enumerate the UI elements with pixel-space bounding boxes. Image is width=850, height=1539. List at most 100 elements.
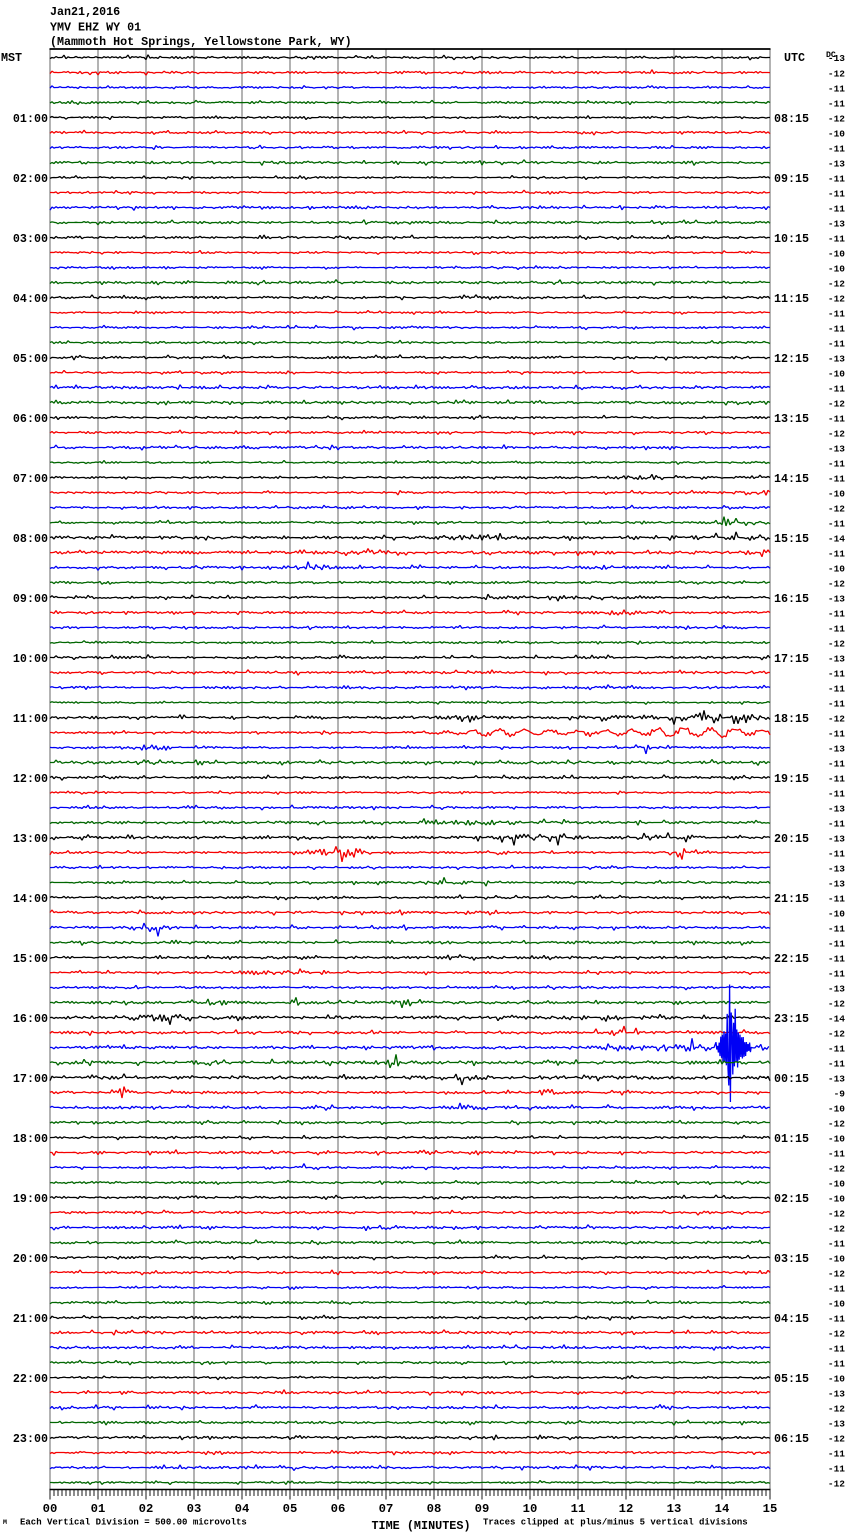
svg-text:01: 01 — [91, 1502, 106, 1516]
svg-text:-11: -11 — [828, 684, 845, 695]
svg-text:-12: -12 — [828, 1209, 845, 1220]
svg-text:-13: -13 — [828, 1389, 845, 1400]
svg-text:-11: -11 — [828, 459, 845, 470]
svg-text:-10: -10 — [828, 129, 845, 140]
svg-text:23:15: 23:15 — [774, 1012, 809, 1026]
svg-text:-10: -10 — [828, 564, 845, 575]
svg-text:03:15: 03:15 — [774, 1252, 809, 1266]
svg-text:M: M — [3, 1519, 7, 1526]
svg-text:-11: -11 — [828, 189, 845, 200]
svg-text:-12: -12 — [828, 69, 845, 80]
svg-text:-11: -11 — [828, 1044, 845, 1055]
svg-text:16:00: 16:00 — [13, 1012, 48, 1026]
svg-text:-11: -11 — [828, 1449, 845, 1460]
svg-text:04: 04 — [235, 1502, 250, 1516]
svg-text:-11: -11 — [828, 774, 845, 785]
svg-text:07: 07 — [379, 1502, 394, 1516]
svg-text:-9: -9 — [834, 1089, 846, 1100]
svg-text:-11: -11 — [828, 669, 845, 680]
svg-text:01:15: 01:15 — [774, 1132, 809, 1146]
svg-text:-12: -12 — [828, 1404, 845, 1415]
svg-text:-11: -11 — [828, 324, 845, 335]
svg-text:05: 05 — [283, 1502, 298, 1516]
svg-text:-12: -12 — [828, 1479, 845, 1490]
svg-text:13:15: 13:15 — [774, 412, 809, 426]
svg-text:-12: -12 — [828, 1164, 845, 1175]
svg-text:-10: -10 — [828, 1104, 845, 1115]
svg-text:17:00: 17:00 — [13, 1072, 48, 1086]
svg-text:-11: -11 — [828, 924, 845, 935]
svg-text:-14: -14 — [828, 1014, 845, 1025]
svg-text:14:15: 14:15 — [774, 472, 809, 486]
svg-text:-13: -13 — [828, 1419, 845, 1430]
svg-text:14: 14 — [715, 1502, 730, 1516]
svg-text:-12: -12 — [828, 504, 845, 515]
svg-text:08:00: 08:00 — [13, 532, 48, 546]
svg-text:06:15: 06:15 — [774, 1432, 809, 1446]
svg-text:09:15: 09:15 — [774, 172, 809, 186]
svg-text:-10: -10 — [828, 1194, 845, 1205]
svg-text:21:15: 21:15 — [774, 892, 809, 906]
svg-text:-11: -11 — [828, 849, 845, 860]
svg-text:-13: -13 — [828, 594, 845, 605]
svg-text:18:00: 18:00 — [13, 1132, 48, 1146]
svg-text:16:15: 16:15 — [774, 592, 809, 606]
svg-text:-13: -13 — [828, 834, 845, 845]
svg-text:20:00: 20:00 — [13, 1252, 48, 1266]
svg-text:02:00: 02:00 — [13, 172, 48, 186]
svg-text:02: 02 — [139, 1502, 154, 1516]
svg-text:-10: -10 — [828, 264, 845, 275]
svg-text:-12: -12 — [828, 1434, 845, 1445]
svg-text:-11: -11 — [828, 309, 845, 320]
svg-text:-10: -10 — [828, 249, 845, 260]
svg-text:09: 09 — [475, 1502, 490, 1516]
svg-text:-11: -11 — [828, 1344, 845, 1355]
svg-text:-11: -11 — [828, 204, 845, 215]
svg-text:11:15: 11:15 — [774, 292, 809, 306]
svg-text:-13: -13 — [828, 654, 845, 665]
svg-text:-12: -12 — [828, 294, 845, 305]
svg-text:-12: -12 — [828, 1224, 845, 1235]
svg-text:-11: -11 — [828, 174, 845, 185]
svg-text:-11: -11 — [828, 414, 845, 425]
svg-text:-11: -11 — [828, 969, 845, 980]
svg-text:03:00: 03:00 — [13, 232, 48, 246]
svg-text:-11: -11 — [828, 384, 845, 395]
svg-text:-11: -11 — [828, 234, 845, 245]
svg-text:13: 13 — [667, 1502, 682, 1516]
svg-text:12: 12 — [619, 1502, 634, 1516]
svg-text:22:15: 22:15 — [774, 952, 809, 966]
svg-text:-13: -13 — [828, 219, 845, 230]
svg-text:-13: -13 — [828, 1074, 845, 1085]
svg-text:-10: -10 — [828, 1374, 845, 1385]
svg-text:-13: -13 — [828, 444, 845, 455]
svg-text:09:00: 09:00 — [13, 592, 48, 606]
svg-text:TIME (MINUTES): TIME (MINUTES) — [371, 1519, 470, 1533]
svg-text:21:00: 21:00 — [13, 1312, 48, 1326]
svg-text:00:15: 00:15 — [774, 1072, 809, 1086]
svg-text:-11: -11 — [828, 699, 845, 710]
svg-text:-10: -10 — [828, 489, 845, 500]
svg-text:08:15: 08:15 — [774, 112, 809, 126]
svg-text:19:15: 19:15 — [774, 772, 809, 786]
svg-text:11: 11 — [571, 1502, 586, 1516]
svg-text:-12: -12 — [828, 1329, 845, 1340]
svg-text:-12: -12 — [828, 114, 845, 125]
svg-text:-12: -12 — [828, 1029, 845, 1040]
svg-text:-13: -13 — [828, 864, 845, 875]
svg-text:-11: -11 — [828, 1464, 845, 1475]
svg-text:-11: -11 — [828, 339, 845, 350]
svg-text:-12: -12 — [828, 1119, 845, 1130]
svg-text:Traces clipped at plus/minus 5: Traces clipped at plus/minus 5 vertical … — [483, 1518, 748, 1528]
svg-text:10:00: 10:00 — [13, 652, 48, 666]
svg-text:Jan21,2016: Jan21,2016 — [50, 5, 120, 19]
svg-text:-14: -14 — [828, 534, 845, 545]
svg-text:-11: -11 — [828, 144, 845, 155]
svg-text:-13: -13 — [828, 744, 845, 755]
svg-text:-11: -11 — [828, 1239, 845, 1250]
svg-text:-13: -13 — [828, 53, 845, 64]
svg-text:-11: -11 — [828, 84, 845, 95]
svg-text:Each Vertical Division = 500.: Each Vertical Division = 500.00 microvol… — [20, 1518, 247, 1528]
svg-text:18:15: 18:15 — [774, 712, 809, 726]
svg-text:15:00: 15:00 — [13, 952, 48, 966]
